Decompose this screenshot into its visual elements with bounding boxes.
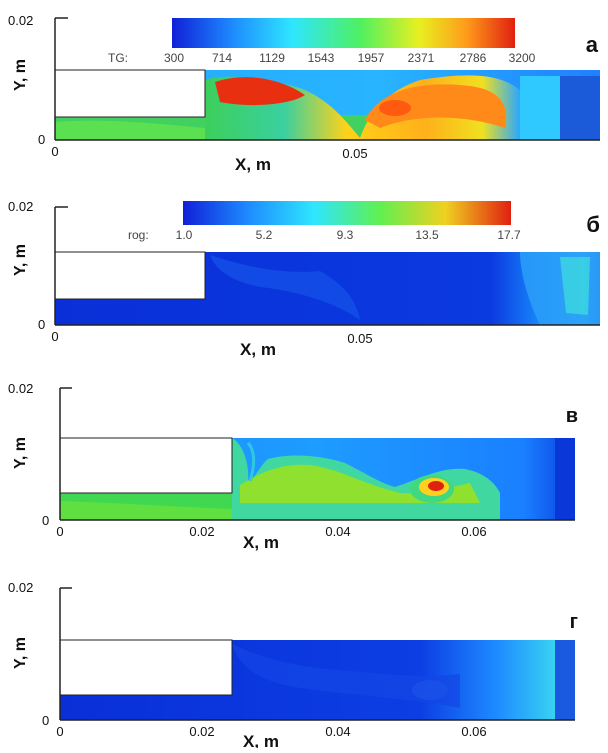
colorbar-tick: 300 — [164, 51, 184, 65]
x-axis-label: X, m — [235, 155, 271, 174]
panel-letter: в — [566, 405, 578, 427]
panel-letter: а — [586, 32, 599, 57]
panel-letter: г — [570, 611, 578, 633]
x-tick: 0 — [56, 524, 63, 539]
colorbar-tick: 5.2 — [256, 228, 273, 242]
colorbar-density — [183, 201, 511, 225]
obstacle-block — [59, 639, 233, 696]
colorbar-tick: 3200 — [509, 51, 536, 65]
y-tick: 0 — [42, 513, 49, 528]
obstacle-block — [59, 437, 233, 494]
colorbar-tick: 2371 — [408, 51, 435, 65]
panel-letter: б — [586, 212, 600, 237]
y-tick: 0 — [42, 713, 49, 728]
panel-g: 0.02 0 Y, m 0 0.02 0.04 0.06 X, m г — [0, 578, 608, 751]
obstacle-block — [54, 69, 206, 118]
y-tick: 0.02 — [8, 199, 33, 214]
y-tick: 0.02 — [8, 383, 33, 396]
x-tick: 0.02 — [189, 724, 214, 739]
x-axis-label: X, m — [243, 732, 279, 748]
colorbar-tick: 1957 — [358, 51, 385, 65]
colorbar-prefix: rog: — [128, 228, 149, 242]
colorbar-tick: 2786 — [460, 51, 487, 65]
panel-v-plot: 0.02 0 Y, m 0 0.02 0.04 0.06 X, m в — [8, 381, 578, 552]
colorbar-tick: 1129 — [259, 51, 285, 65]
panel-g-plot: 0.02 0 Y, m 0 0.02 0.04 0.06 X, m г — [8, 580, 578, 751]
temperature-field — [55, 70, 600, 140]
density-field — [60, 640, 575, 720]
y-tick: 0 — [38, 132, 45, 147]
obstacle-block — [54, 251, 206, 300]
panel-b: rog: 1.0 5.2 9.3 13.5 17.7 0.02 0 Y, m 0… — [0, 195, 608, 365]
y-tick: 0.02 — [8, 13, 33, 28]
x-tick: 0.02 — [189, 524, 214, 539]
y-axis-label: Y, m — [12, 244, 29, 276]
x-tick: 0.05 — [342, 146, 367, 161]
panel-v: 0.02 0 Y, m 0 0.02 0.04 0.06 X, m в — [0, 381, 608, 553]
panel-b-plot: rog: 1.0 5.2 9.3 13.5 17.7 0.02 0 Y, m 0… — [8, 199, 600, 359]
panel-a-plot: TG: 300 714 1129 1543 1957 2371 2786 320… — [8, 13, 600, 174]
colorbar-tick: 1543 — [308, 51, 335, 65]
x-tick: 0.06 — [461, 524, 486, 539]
colorbar-tick: 714 — [212, 51, 232, 65]
y-axis-label: Y, m — [12, 637, 29, 669]
x-tick: 0 — [51, 329, 58, 344]
x-tick: 0.04 — [325, 524, 350, 539]
colorbar-prefix: TG: — [108, 51, 128, 65]
y-axis-label: Y, m — [12, 59, 29, 91]
y-tick: 0 — [38, 317, 45, 332]
colorbar-tick: 9.3 — [337, 228, 354, 242]
colorbar-tick: 13.5 — [415, 228, 439, 242]
colorbar-tick: 1.0 — [176, 228, 193, 242]
x-tick: 0 — [56, 724, 63, 739]
x-tick: 0.06 — [461, 724, 486, 739]
x-tick: 0 — [51, 144, 58, 159]
y-axis-label: Y, m — [12, 437, 29, 469]
x-axis-label: X, m — [243, 533, 279, 552]
x-tick: 0.04 — [325, 724, 350, 739]
colorbar-temperature — [172, 18, 515, 48]
x-axis-label: X, m — [240, 340, 276, 359]
y-tick: 0.02 — [8, 580, 33, 595]
colorbar-tick: 17.7 — [497, 228, 521, 242]
x-tick: 0.05 — [347, 331, 372, 346]
panel-a: TG: 300 714 1129 1543 1957 2371 2786 320… — [0, 10, 608, 180]
